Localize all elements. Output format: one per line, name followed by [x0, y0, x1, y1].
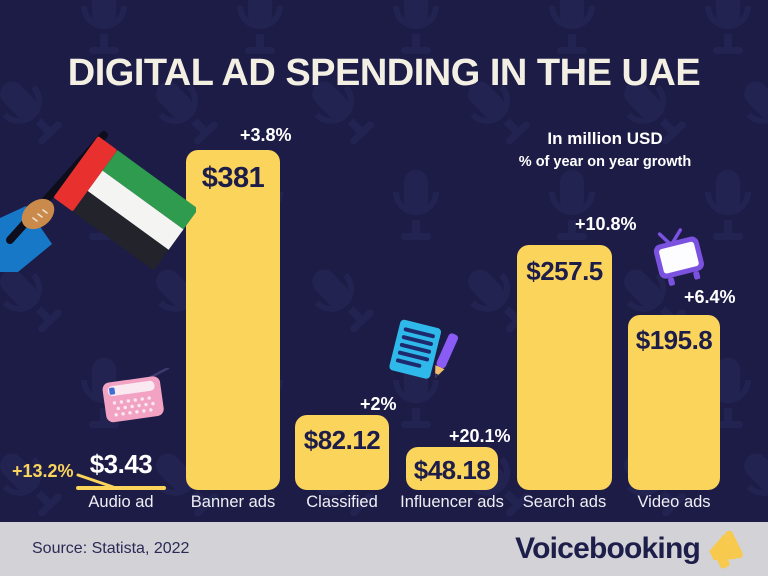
value-label-search-ads: $257.5	[526, 256, 603, 286]
category-label-video-ads: Video ads	[637, 493, 711, 511]
value-label-video-ads: $195.8	[635, 325, 713, 355]
growth-label-classified: +2%	[360, 394, 397, 414]
growth-label-video-ads: +6.4%	[684, 287, 736, 307]
page-title: DIGITAL AD SPENDING IN THE UAE	[67, 52, 701, 94]
category-label-search-ads: Search ads	[522, 493, 607, 511]
bar-video-ads: $195.8	[628, 315, 720, 490]
value-label-classified: $82.12	[303, 425, 381, 455]
category-label-classified: Classified	[306, 493, 378, 511]
leader-line	[76, 473, 118, 490]
legend-units-label: In million USD	[547, 129, 663, 148]
brand-logo: Voicebooking	[515, 527, 746, 571]
value-label-influencer-ads: $48.18	[413, 455, 491, 485]
value-label-banner-ads: $381	[201, 162, 265, 194]
notepad-pencil-icon	[389, 319, 459, 379]
value-label-audio-ad: $3.43	[89, 449, 153, 479]
category-label-audio-ad: Audio ad	[88, 493, 154, 511]
footer: Source: Statista, 2022 Voicebooking	[0, 522, 768, 576]
growth-label-banner-ads: +3.8%	[240, 125, 292, 145]
category-label-banner-ads: Banner ads	[190, 493, 276, 511]
growth-label-search-ads: +10.8%	[575, 214, 637, 234]
bar-search-ads: $257.5	[517, 245, 612, 490]
legend-growth-note: % of year on year growth	[518, 154, 692, 170]
bar-audio-ad	[76, 486, 166, 490]
source-note: Source: Statista, 2022	[32, 540, 190, 557]
bar-classified: $82.12	[295, 415, 389, 490]
uae-flag-icon	[0, 131, 196, 272]
growth-label-influencer-ads: +20.1%	[449, 426, 511, 446]
megaphone-icon	[709, 530, 743, 569]
bar-influencer-ads: $48.18	[406, 447, 498, 490]
brand-name: Voicebooking	[515, 532, 701, 565]
bar-banner-ads: $381	[186, 150, 280, 490]
radio-icon	[102, 368, 170, 423]
chart-legend: In million USD % of year on year growth	[490, 129, 720, 170]
tv-icon	[653, 228, 704, 286]
category-label-influencer-ads: Influencer ads	[400, 493, 504, 511]
growth-label-audio-ad: +13.2%	[12, 461, 74, 481]
